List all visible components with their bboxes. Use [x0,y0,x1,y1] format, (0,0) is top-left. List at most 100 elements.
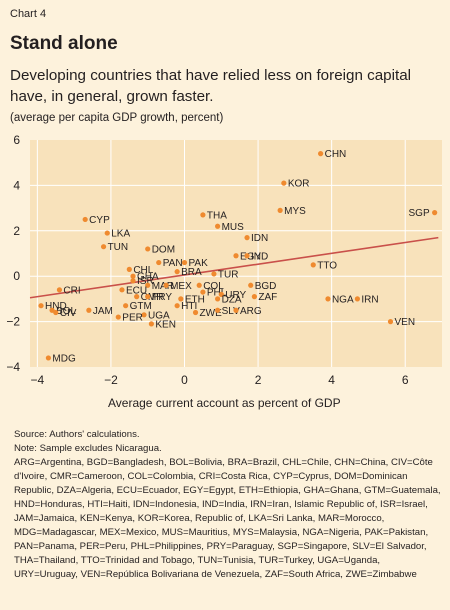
x-axis-label: Average current account as percent of GD… [108,396,341,410]
point-label-isr: ISR [137,276,154,287]
point-label-mar: MAR [152,281,174,292]
data-point-pak [181,259,188,266]
data-point-nga [325,296,331,302]
y-tick-label: −4 [6,360,20,374]
point-label-mys: MYS [284,206,306,217]
point-label-mex: MEX [170,281,192,292]
data-point-mar [145,282,151,288]
x-tick-label: 2 [255,373,262,387]
data-point-mys [277,207,283,213]
y-tick-label: 2 [13,224,20,238]
point-label-slv: SLV [222,306,240,317]
data-point-jam [86,307,92,313]
data-point-cyp [82,216,88,223]
point-label-per: PER [122,313,143,324]
point-label-ken: KEN [155,319,176,330]
data-point-per [115,314,121,320]
point-label-tur: TUR [218,269,239,280]
chart-title: Stand alone [10,33,118,54]
data-point-dom [145,246,151,252]
data-point-isr [130,278,136,284]
point-label-cmr: CMR [141,292,164,303]
point-label-chl: CHL [133,265,153,276]
point-label-eth: ETH [185,294,205,305]
data-point-slv [215,307,221,313]
data-point-idn [244,235,250,241]
data-point-cri [56,287,63,293]
data-point-hti [174,303,180,309]
data-point-col [196,282,202,288]
point-label-col: COL [203,281,224,292]
point-label-egy: EGY [240,251,261,262]
data-point-zwe [192,309,199,316]
data-point-arg [233,307,239,313]
data-point-bgd [248,282,254,288]
point-label-cyp: CYP [89,215,110,226]
data-point-cmr [134,294,140,300]
point-label-nga: NGA [332,294,354,305]
point-label-dom: DOM [152,244,175,255]
point-label-sgp: SGP [409,208,430,219]
trend-line [29,236,439,299]
data-point-civ [53,309,59,316]
data-point-mex [163,282,169,288]
data-point-tur [211,271,217,277]
abbreviations-note: ARG=Argentina, BGD=Bangladesh, BOL=Boliv… [14,457,441,580]
point-label-jam: JAM [93,306,113,317]
data-point-kor [281,180,287,186]
data-point-ken [148,321,154,327]
point-label-zaf: ZAF [258,292,277,303]
point-label-civ: CIV [60,308,77,319]
data-point-mdg [45,355,51,361]
source-note: Source: Authors' calculations. [14,429,140,440]
point-label-ecu: ECU [126,285,147,296]
point-label-idn: IDN [251,233,268,244]
point-label-lka: LKA [111,229,130,240]
point-label-dza: DZA [222,294,242,305]
point-label-chn: CHN [325,149,347,160]
data-point-ury [218,291,224,297]
data-point-ven [387,319,394,325]
data-point-gha [130,273,136,279]
point-label-pry: PRY [152,292,173,303]
data-point-chl [126,266,132,272]
data-point-dza [215,296,221,302]
data-point-pry [145,294,151,300]
x-tick-label: 0 [181,373,188,387]
x-tick-label: 4 [328,373,335,387]
point-label-tun: TUN [108,242,129,253]
point-label-gtm: GTM [130,301,152,312]
point-label-bol: BOL [56,306,76,317]
y-tick-label: 6 [13,133,20,147]
point-label-uga: UGA [148,310,170,321]
notes: Source: Authors' calculations. Note: Sam… [10,428,444,582]
data-point-eth [178,296,184,302]
data-point-ecu [119,287,125,293]
data-point-lka [104,230,110,236]
data-point-zaf [251,294,257,300]
point-label-gha: GHA [137,272,159,283]
point-label-ury: URY [225,290,246,301]
point-label-cri: CRI [63,285,80,296]
x-tick-label: −2 [104,373,118,387]
point-label-pak: PAK [189,258,209,269]
data-point-egy [233,253,239,259]
data-point-hnd [38,303,44,309]
sample-note: Note: Sample excludes Nicaragua. [14,443,162,454]
data-point-gtm [123,303,129,309]
point-label-mus: MUS [222,222,245,233]
x-tick-label: 6 [402,373,409,387]
point-label-bra: BRA [181,267,202,278]
data-point-bra [174,269,180,275]
point-label-arg: ARG [240,306,262,317]
point-label-irn: IRN [361,294,378,305]
point-label-tha: THA [207,210,227,221]
data-point-chn [318,151,324,157]
point-label-kor: KOR [288,179,310,190]
point-label-zwe: ZWE [200,308,223,319]
point-label-bgd: BGD [255,281,277,292]
chart-units: (average per capita GDP growth, percent) [10,112,224,124]
point-label-mdg: MDG [52,353,76,364]
data-point-pan [156,259,162,266]
